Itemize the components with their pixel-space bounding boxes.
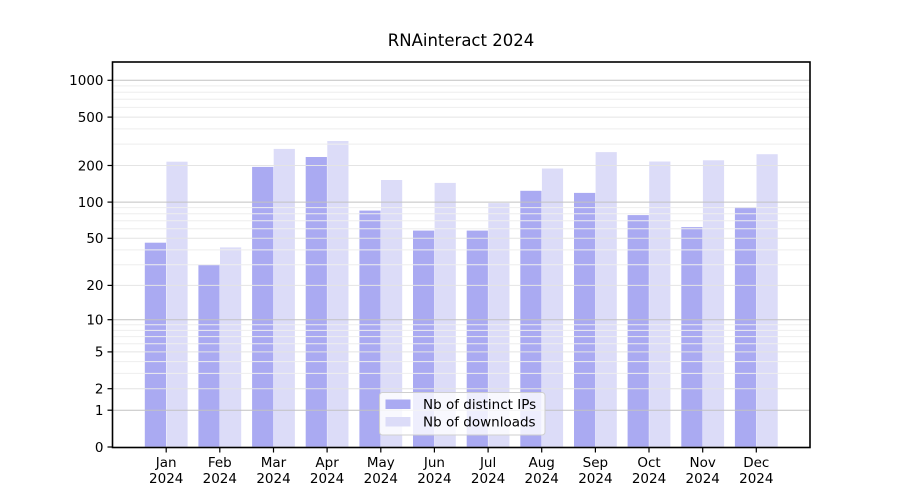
x-tick-label-month-apr: Apr [315, 455, 339, 471]
x-tick-label-month-sep: Sep [583, 455, 608, 471]
x-tick-label-year-jun: 2024 [417, 471, 451, 487]
x-tick-label-month-mar: Mar [261, 455, 287, 471]
bar-distinct-ips-jan [144, 242, 166, 447]
x-tick-label-year-apr: 2024 [310, 471, 344, 487]
bar-downloads-apr [327, 141, 349, 447]
x-tick-label-year-nov: 2024 [686, 471, 720, 487]
bar-downloads-oct [649, 161, 671, 447]
legend-swatch-downloads [385, 417, 411, 427]
y-tick-label-1: 1 [95, 403, 104, 419]
x-tick-label-month-aug: Aug [529, 455, 555, 471]
ticks-layer [107, 79, 757, 453]
bar-distinct-ips-mar [252, 166, 274, 447]
bar-distinct-ips-aug [520, 190, 542, 447]
x-tick-label-month-jan: Jan [155, 455, 177, 471]
x-tick-label-month-jul: Jul [479, 455, 496, 471]
y-tick-label-500: 500 [78, 110, 104, 126]
x-tick-label-year-mar: 2024 [256, 471, 290, 487]
x-tick-label-month-nov: Nov [690, 455, 716, 471]
x-tick-label-year-sep: 2024 [578, 471, 612, 487]
x-tick-label-month-oct: Oct [637, 455, 660, 471]
bar-downloads-may [381, 180, 403, 447]
y-tick-label-200: 200 [78, 158, 104, 174]
grid-layer [112, 79, 810, 411]
chart-title: RNAinteract 2024 [388, 31, 534, 50]
x-tick-label-year-aug: 2024 [525, 471, 559, 487]
x-tick-label-month-feb: Feb [208, 455, 232, 471]
x-tick-label-year-may: 2024 [364, 471, 398, 487]
x-tick-label-month-dec: Dec [743, 455, 769, 471]
bar-downloads-nov [702, 160, 725, 447]
x-tick-label-year-feb: 2024 [203, 471, 237, 487]
legend-label-downloads: Nb of downloads [423, 414, 536, 430]
y-tick-label-50: 50 [86, 231, 103, 247]
legend-label-distinct-ips: Nb of distinct IPs [423, 397, 536, 413]
y-tick-label-2: 2 [95, 382, 104, 398]
legend-box [379, 392, 546, 436]
plot-border [111, 61, 811, 449]
bar-downloads-jun [434, 182, 456, 447]
bar-downloads-dec [756, 154, 778, 447]
x-tick-label-year-dec: 2024 [739, 471, 773, 487]
bar-downloads-jan [166, 161, 188, 447]
bar-distinct-ips-feb [198, 264, 220, 447]
bar-downloads-sep [595, 152, 617, 447]
y-tick-label-10: 10 [86, 313, 103, 329]
x-tick-label-month-jun: Jun [423, 455, 445, 471]
bar-downloads-feb [220, 247, 242, 447]
bar-downloads-mar [273, 148, 295, 447]
bar-distinct-ips-apr [305, 157, 327, 447]
y-tick-label-100: 100 [78, 195, 104, 211]
x-tick-label-year-jan: 2024 [149, 471, 183, 487]
x-tick-label-month-may: May [367, 455, 395, 471]
y-tick-label-1000: 1000 [69, 73, 103, 89]
y-tick-label-0: 0 [95, 440, 104, 456]
x-tick-label-year-oct: 2024 [632, 471, 666, 487]
legend: Nb of distinct IPs Nb of downloads [379, 392, 546, 436]
legend-swatch-distinct-ips [385, 399, 411, 409]
y-tick-label-20: 20 [86, 278, 103, 294]
labels-layer: 01251020501002005001000Jan2024Feb2024Mar… [69, 73, 773, 487]
bar-distinct-ips-dec [734, 207, 757, 447]
y-tick-label-5: 5 [95, 345, 104, 361]
x-tick-label-year-jul: 2024 [471, 471, 505, 487]
axes-layer [111, 61, 811, 449]
bar-distinct-ips-may [359, 210, 381, 447]
